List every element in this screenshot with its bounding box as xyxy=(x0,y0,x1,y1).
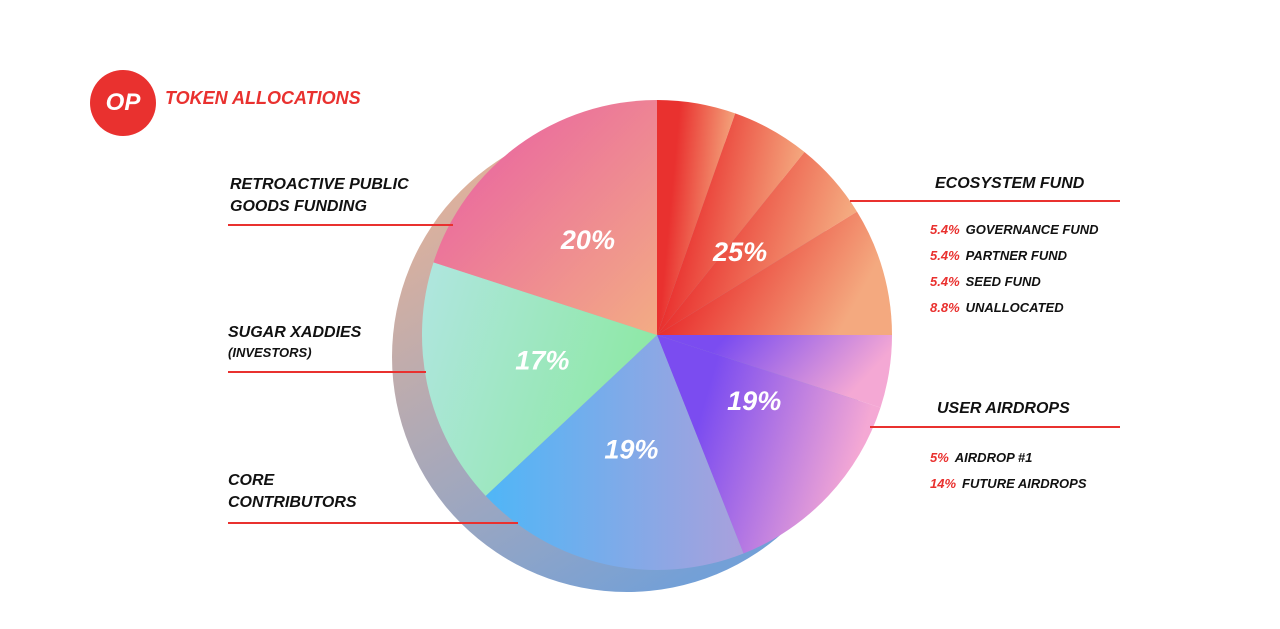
pie-data-label: 19% xyxy=(727,386,781,416)
sub-allocation: 14% FUTURE AIRDROPS xyxy=(930,476,1087,491)
pie-sub-slice xyxy=(657,335,892,408)
label-core: CORE CONTRIBUTORS xyxy=(228,472,357,511)
label-investors: SUGAR XADDIES xyxy=(228,324,362,341)
leader-line-core xyxy=(228,522,518,524)
pie-data-label: 20% xyxy=(560,225,615,255)
pie-sub-slice xyxy=(657,113,805,336)
sub-allocation: 5% AIRDROP #1 xyxy=(930,450,1032,465)
pie-sub-slice xyxy=(657,152,857,335)
pie-data-label: 17% xyxy=(515,346,569,376)
sub-allocation-pct: 14% xyxy=(930,476,957,491)
sub-allocation-pct: 5% xyxy=(930,450,949,465)
pie-sub-slice xyxy=(657,100,736,335)
leader-line-airdrops xyxy=(870,426,1120,428)
page-title: TOKEN ALLOCATIONS xyxy=(165,88,361,108)
sub-allocation-label: GOVERNANCE FUND xyxy=(965,222,1099,237)
sub-allocation-label: PARTNER FUND xyxy=(965,248,1067,263)
pie-slice xyxy=(485,335,744,570)
pie-sub-slice xyxy=(657,335,881,554)
sub-allocation-label: AIRDROP #1 xyxy=(954,450,1033,465)
sub-allocation-label: FUTURE AIRDROPS xyxy=(962,476,1087,491)
sub-allocation: 8.8% UNALLOCATED xyxy=(930,300,1064,315)
leader-line-investors xyxy=(228,371,426,373)
sub-allocation: 5.4% GOVERNANCE FUND xyxy=(930,222,1099,237)
sub-allocation-label: SEED FUND xyxy=(965,274,1041,289)
sub-allocation-pct: 8.8% xyxy=(930,300,960,315)
sub-allocation-pct: 5.4% xyxy=(930,248,960,263)
label-ecosystem: ECOSYSTEM FUND xyxy=(935,175,1085,192)
leader-line-ecosystem xyxy=(850,200,1120,202)
sub-allocation: 5.4% SEED FUND xyxy=(930,274,1041,289)
label-airdrops: USER AIRDROPS xyxy=(937,400,1070,417)
pie-slice xyxy=(422,262,657,496)
pie-sub-slice xyxy=(657,211,892,335)
sub-allocation-pct: 5.4% xyxy=(930,222,960,237)
label-retro: RETROACTIVE PUBLIC GOODS FUNDING xyxy=(230,176,409,215)
pie-data-label: 19% xyxy=(604,435,658,465)
sub-allocation: 5.4% PARTNER FUND xyxy=(930,248,1067,263)
sub-allocation-pct: 5.4% xyxy=(930,274,960,289)
pie-slice xyxy=(433,99,657,336)
label-investors-sub: (INVESTORS) xyxy=(228,345,312,360)
op-logo: OP xyxy=(90,70,156,136)
leader-line-retro xyxy=(228,224,453,226)
sub-allocation-label: UNALLOCATED xyxy=(965,300,1064,315)
pie-data-label: 25% xyxy=(712,237,767,267)
